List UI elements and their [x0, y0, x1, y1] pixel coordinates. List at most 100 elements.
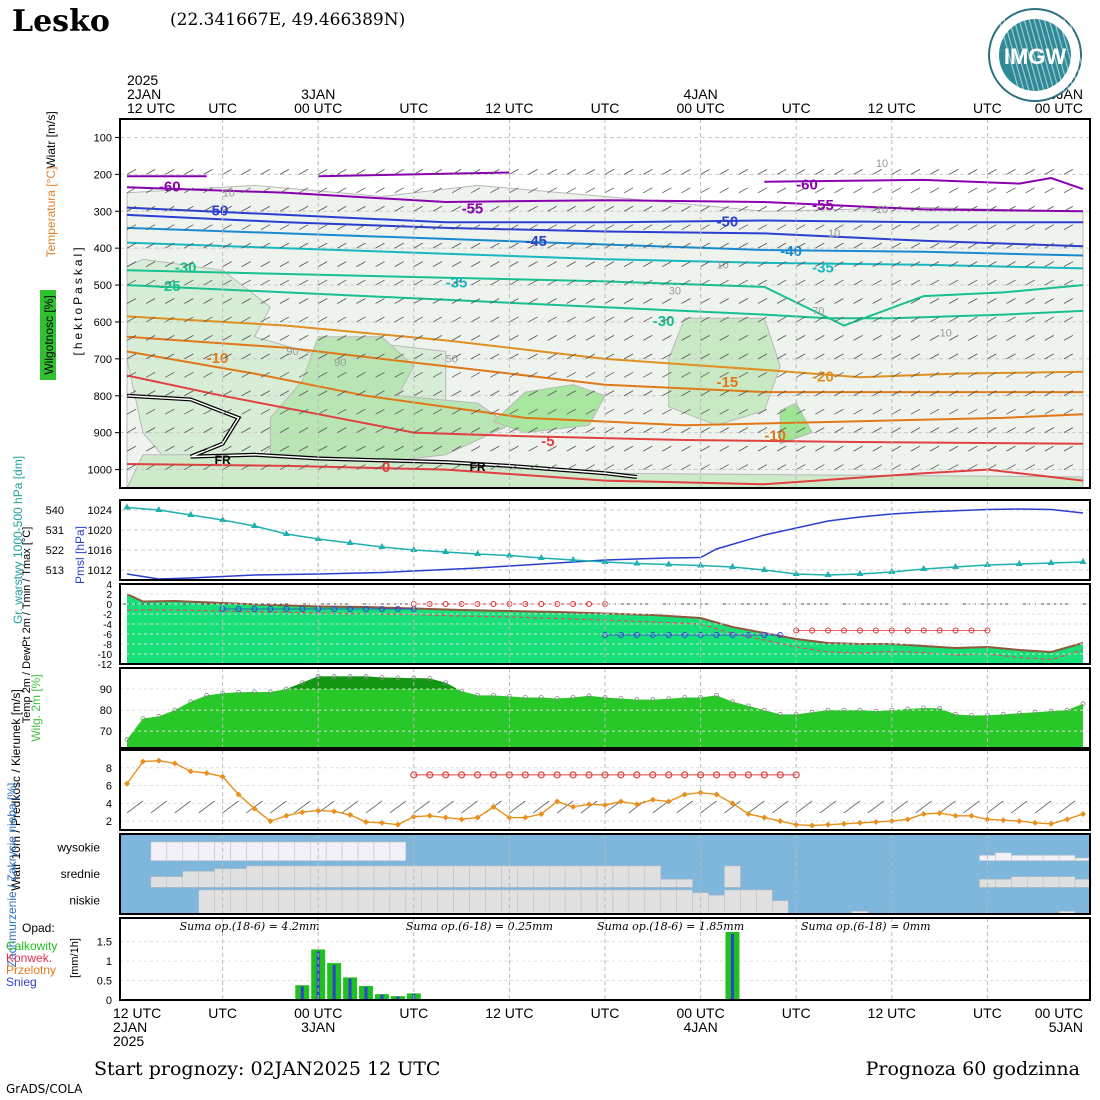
wind-barb [968, 371, 978, 378]
wind-speed-marker [809, 822, 816, 829]
wind-barb [470, 224, 481, 231]
cloud-bar [533, 865, 550, 888]
wind-barb [413, 298, 423, 304]
wind-barb [604, 169, 615, 175]
temperature-axis-label: Temp 2m / DewPt 2m / Tmin / Tmax [°C] [21, 527, 33, 724]
wind-speed-marker [347, 811, 354, 818]
wind-barb [872, 279, 882, 286]
wind-barb [834, 464, 844, 470]
wind-barb [1044, 298, 1054, 304]
wind-barb [891, 445, 901, 452]
wind-barb [1063, 242, 1074, 249]
isotherm-label: -25 [159, 278, 181, 295]
wind-barb [910, 427, 921, 433]
wind-barb [509, 169, 519, 175]
precip-panel-frame [119, 917, 1091, 1001]
cloud-bar [278, 889, 295, 915]
humidity-marker [953, 711, 958, 717]
wind-barb [910, 408, 921, 415]
precip-sum-label: Suma op.(18-6) = 1.85mm [597, 920, 744, 933]
wind-barb [604, 187, 615, 194]
wind-barb [968, 279, 978, 286]
wind-barb [318, 408, 328, 415]
wind-barb [165, 279, 175, 286]
wind-barb [298, 353, 309, 360]
wind-barb [528, 464, 538, 470]
wind-barb [451, 298, 462, 304]
wind-speed-marker [283, 812, 290, 819]
wind-barb [1044, 408, 1054, 415]
humidity-contour-label: 10 [828, 228, 840, 240]
wind-barb [490, 169, 500, 175]
wind-barb [298, 408, 309, 415]
wind-barb [145, 353, 156, 360]
wind-barb [451, 353, 462, 360]
cloud-bar [246, 865, 263, 888]
gust-marker [728, 771, 737, 779]
pmsl-tick-label: 1012 [88, 565, 112, 577]
wind-barb [203, 464, 213, 470]
humidity-marker [873, 708, 879, 714]
wind-barb [623, 316, 634, 323]
wind-barb [872, 408, 882, 415]
isotherm-line [126, 335, 1083, 394]
wind-barb [375, 298, 385, 304]
cloud-level-label: srednie [61, 867, 101, 881]
thickness-marker [920, 565, 928, 571]
logo-stripe [1043, 18, 1065, 92]
wind-barb [662, 335, 672, 341]
time-axis-bottom-label: 00 UTC [1035, 1005, 1083, 1021]
wind-barb [145, 279, 156, 286]
wind-barb [451, 187, 462, 194]
wind-barb [643, 187, 653, 194]
wind-barb [222, 335, 232, 341]
wind-barb [126, 261, 137, 267]
wind-barb [1025, 224, 1035, 231]
cloud-bar [612, 865, 630, 888]
wind-barb [184, 390, 194, 397]
wind-barb [490, 261, 500, 267]
isotherm-label: 0 [382, 459, 390, 476]
time-axis-top-label: UTC [591, 100, 620, 116]
wind-barb [724, 800, 741, 814]
wind-barb [700, 427, 710, 433]
wind-barb [1044, 445, 1054, 452]
wind-barb [1025, 390, 1035, 397]
wind-barb [279, 427, 290, 433]
wind-barb [356, 427, 366, 433]
cloud-bar [294, 865, 311, 888]
time-axis-top-label: 00 UTC [676, 100, 724, 116]
wind-barb [318, 445, 328, 452]
logo-stripe [1033, 18, 1055, 92]
wind-barb [260, 390, 271, 397]
humidity-marker [475, 692, 480, 698]
cloud-bar [756, 889, 773, 915]
wind-barb [757, 353, 768, 360]
humidity-marker [905, 706, 911, 712]
wind-panel-frame [119, 749, 1091, 831]
wind-barb [681, 224, 691, 231]
wind-barb [939, 800, 956, 814]
wind-barb [948, 279, 959, 286]
thickness-marker [474, 550, 482, 556]
wind-barb [394, 316, 404, 323]
time-axis-bottom-label: 12 UTC [485, 1005, 533, 1021]
gust-marker [458, 771, 466, 779]
wind-barb [413, 242, 423, 249]
time-axis-bottom-label: UTC [208, 1005, 237, 1021]
wind-barb [298, 390, 309, 397]
time-axis-bottom-label: 5JAN [1049, 1019, 1083, 1035]
pmsl-tick-label: 1016 [88, 545, 112, 557]
wind-barb [533, 800, 550, 814]
wind-barb [528, 298, 538, 304]
wind-barb [298, 224, 309, 231]
wind-barb [547, 261, 557, 267]
cloud-bar [740, 889, 757, 915]
wind-barb [776, 169, 787, 175]
wind-barb [968, 353, 978, 360]
cloud-bar [341, 865, 359, 888]
temperature-tick-label: -6 [103, 630, 112, 641]
cloud-bar [612, 889, 630, 915]
wind-barb [623, 464, 634, 470]
humidity-marker [937, 706, 942, 711]
